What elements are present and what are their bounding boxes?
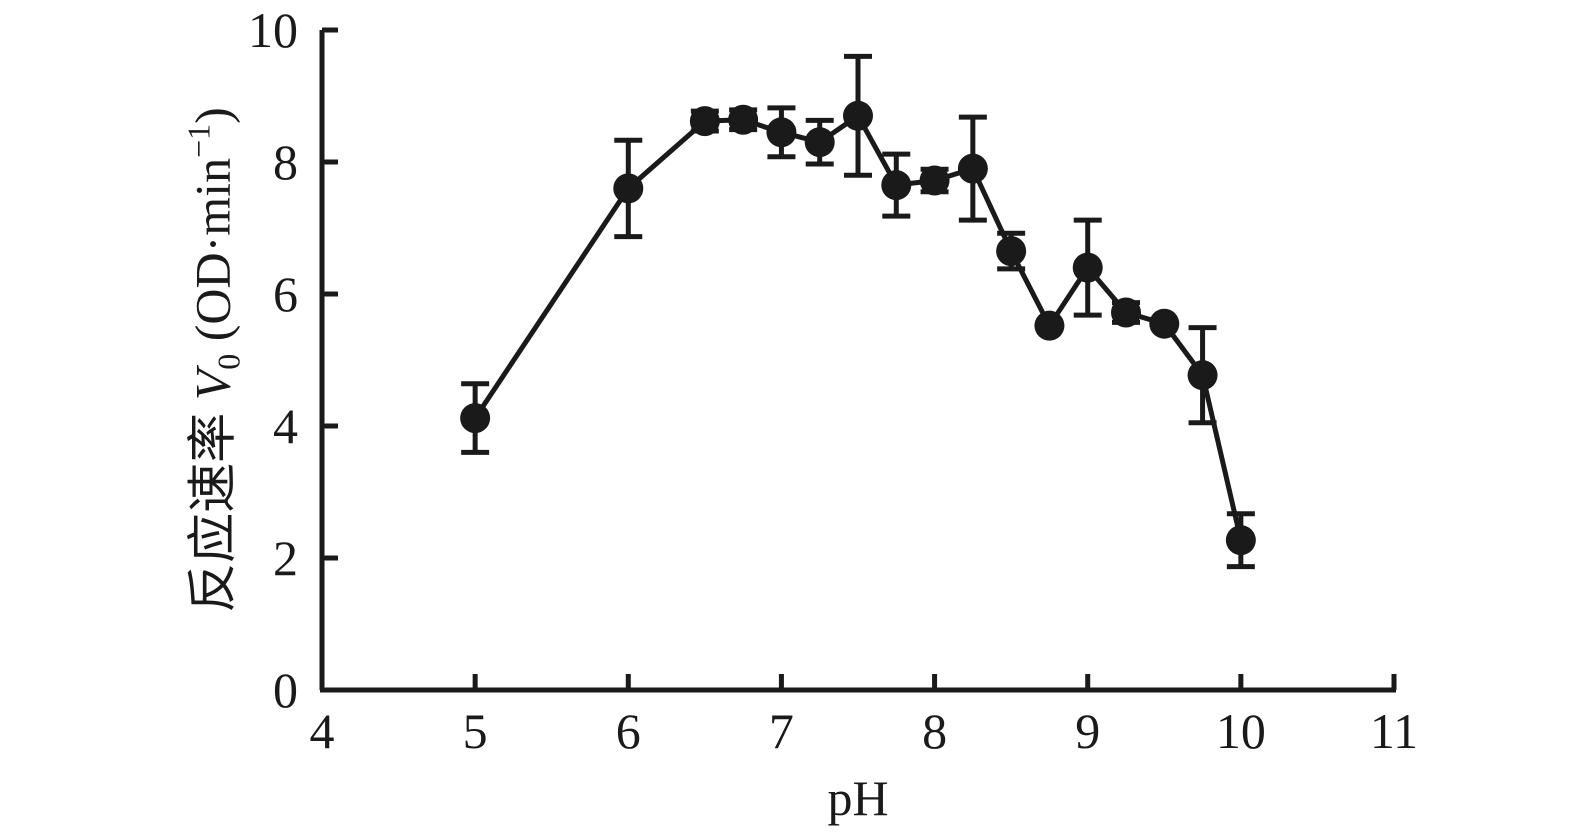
- x-tick-label: 5: [463, 703, 488, 759]
- y-tick-label: 0: [273, 662, 298, 718]
- data-point: [728, 104, 759, 135]
- data-point: [957, 153, 988, 184]
- y-axis-title-unit: (OD·min: [185, 158, 241, 354]
- y-tick-label: 4: [273, 398, 298, 454]
- y-axis-title-v-sub: 0: [211, 354, 247, 370]
- y-tick-label: 6: [273, 266, 298, 322]
- data-point: [1149, 308, 1180, 339]
- x-tick-label: 8: [922, 703, 947, 759]
- data-point: [1111, 297, 1141, 328]
- y-axis-title-main: 反应速率: [185, 400, 241, 613]
- data-point: [919, 165, 950, 196]
- series-line: [473, 112, 1244, 541]
- x-tick-label: 6: [616, 703, 641, 759]
- y-axis-title-v: V: [185, 364, 241, 400]
- y-axis-title: 反应速率 V0 (OD·min−1): [181, 107, 247, 613]
- plot-area: [460, 53, 1256, 570]
- data-point: [1072, 252, 1103, 283]
- x-tick-label: 10: [1216, 703, 1266, 759]
- data-point: [996, 236, 1027, 267]
- data-point: [1034, 310, 1065, 341]
- x-axis-title: pH: [827, 770, 888, 826]
- data-point: [460, 403, 491, 434]
- data-point: [689, 106, 720, 137]
- data-point: [1225, 525, 1256, 556]
- y-tick-label: 2: [273, 530, 298, 586]
- data-point: [804, 127, 835, 158]
- data-point: [1187, 360, 1218, 391]
- data-point: [881, 170, 912, 201]
- svg-text:反应速率 V0 (OD·min−1): 反应速率 V0 (OD·min−1): [181, 107, 247, 613]
- y-tick-label: 8: [273, 134, 298, 190]
- x-tick-label: 4: [310, 703, 335, 759]
- y-axis-title-unit-sup: −1: [181, 124, 217, 158]
- data-point: [766, 117, 797, 148]
- x-tick-label: 7: [769, 703, 794, 759]
- data-point: [843, 100, 873, 131]
- x-tick-label: 9: [1075, 703, 1100, 759]
- data-point: [613, 173, 644, 204]
- y-axis-title-unit-close: ): [185, 107, 241, 124]
- x-tick-label: 11: [1370, 703, 1418, 759]
- y-tick-label: 10: [248, 2, 298, 58]
- axes: 0 2 4 6 8 10 4 5 6 7 8 9 10 11: [248, 2, 1418, 759]
